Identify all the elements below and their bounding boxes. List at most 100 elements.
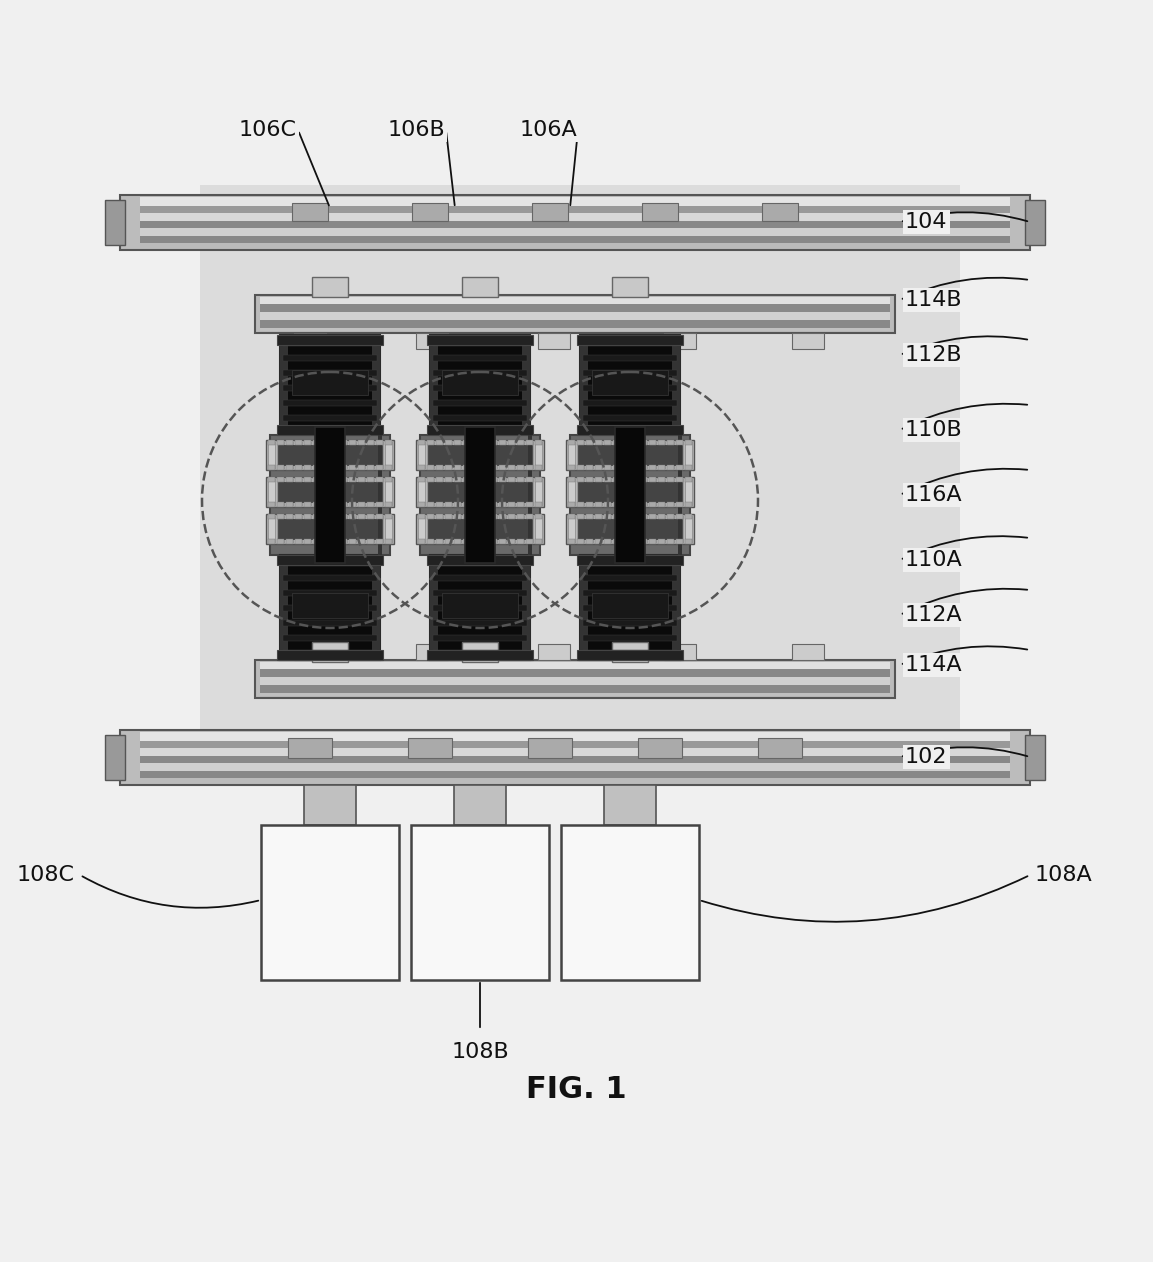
Bar bbox=[376, 480, 383, 505]
Bar bbox=[676, 516, 683, 541]
Bar bbox=[277, 334, 383, 345]
Bar bbox=[295, 442, 302, 468]
Bar bbox=[445, 539, 452, 544]
Bar bbox=[481, 516, 488, 541]
Bar bbox=[427, 555, 533, 565]
Bar bbox=[304, 539, 311, 544]
Bar bbox=[277, 480, 284, 505]
Bar bbox=[792, 644, 824, 660]
Bar bbox=[312, 464, 321, 469]
Bar bbox=[464, 442, 470, 468]
Bar bbox=[282, 650, 377, 656]
Bar bbox=[140, 236, 1010, 244]
Bar bbox=[685, 516, 692, 541]
Bar bbox=[434, 400, 527, 406]
Text: 106A: 106A bbox=[519, 120, 576, 140]
Bar bbox=[292, 593, 368, 618]
Bar bbox=[595, 514, 602, 519]
Bar bbox=[349, 502, 356, 507]
Bar bbox=[430, 555, 530, 660]
Bar bbox=[586, 502, 593, 507]
Bar bbox=[419, 440, 425, 445]
Bar bbox=[286, 502, 293, 507]
Bar bbox=[277, 464, 284, 469]
Bar bbox=[304, 480, 311, 505]
Bar bbox=[522, 555, 530, 660]
Bar bbox=[621, 502, 630, 507]
Bar bbox=[304, 440, 311, 445]
Bar bbox=[454, 440, 461, 445]
Bar bbox=[372, 334, 380, 435]
Text: 116A: 116A bbox=[905, 485, 963, 505]
Bar bbox=[664, 333, 696, 350]
Bar bbox=[357, 502, 366, 507]
Bar bbox=[490, 516, 497, 541]
Bar bbox=[566, 477, 694, 507]
Bar bbox=[278, 482, 382, 502]
Bar bbox=[304, 442, 311, 468]
Bar bbox=[445, 502, 452, 507]
Bar bbox=[434, 339, 527, 346]
Bar bbox=[666, 514, 675, 519]
Bar bbox=[638, 738, 683, 758]
Bar bbox=[267, 514, 276, 519]
Bar bbox=[613, 480, 620, 505]
Bar bbox=[631, 477, 638, 482]
Bar bbox=[436, 514, 443, 519]
Bar bbox=[331, 464, 338, 469]
Bar bbox=[526, 477, 533, 482]
Bar bbox=[286, 539, 293, 544]
Bar bbox=[140, 777, 1010, 782]
Bar bbox=[295, 477, 302, 482]
Bar bbox=[259, 676, 890, 685]
Bar bbox=[586, 477, 593, 482]
Bar bbox=[304, 502, 311, 507]
Bar bbox=[472, 477, 478, 482]
Bar bbox=[472, 539, 478, 544]
Bar bbox=[312, 276, 348, 297]
Bar bbox=[672, 555, 680, 660]
Bar bbox=[517, 477, 523, 482]
Bar bbox=[685, 464, 692, 469]
Bar bbox=[464, 440, 470, 445]
Text: 114A: 114A bbox=[905, 655, 963, 675]
Bar bbox=[419, 514, 425, 519]
Bar bbox=[349, 514, 356, 519]
Bar bbox=[430, 334, 438, 435]
Bar bbox=[640, 502, 647, 507]
Bar bbox=[464, 502, 470, 507]
Bar bbox=[528, 435, 532, 555]
Bar bbox=[277, 555, 383, 565]
Bar bbox=[576, 334, 683, 345]
Bar bbox=[322, 442, 329, 468]
Bar bbox=[282, 591, 377, 596]
Bar bbox=[676, 480, 683, 505]
Bar bbox=[140, 741, 1010, 748]
Bar bbox=[357, 539, 366, 544]
Bar bbox=[385, 477, 392, 482]
Bar bbox=[631, 516, 638, 541]
Bar bbox=[535, 464, 542, 469]
Bar bbox=[613, 477, 620, 482]
Bar bbox=[621, 477, 630, 482]
Bar bbox=[685, 442, 692, 468]
Bar bbox=[140, 244, 1010, 249]
Bar bbox=[322, 440, 329, 445]
Bar bbox=[583, 370, 677, 376]
Bar bbox=[120, 729, 1030, 785]
Bar bbox=[357, 514, 366, 519]
Bar bbox=[604, 464, 611, 469]
Bar bbox=[621, 480, 630, 505]
Bar bbox=[367, 477, 374, 482]
Bar bbox=[612, 276, 648, 297]
Bar bbox=[140, 206, 1010, 213]
Bar bbox=[640, 464, 647, 469]
Bar bbox=[140, 756, 1010, 764]
Bar bbox=[282, 339, 377, 346]
Bar bbox=[499, 514, 506, 519]
Text: 110B: 110B bbox=[905, 420, 963, 440]
Bar bbox=[357, 480, 366, 505]
Bar bbox=[267, 442, 276, 468]
Bar bbox=[442, 593, 518, 618]
Bar bbox=[591, 370, 668, 395]
